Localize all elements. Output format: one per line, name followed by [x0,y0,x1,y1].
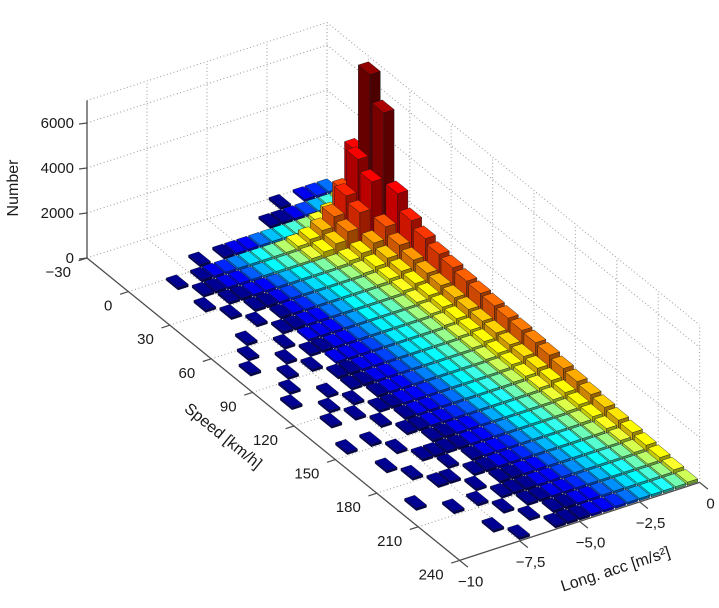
acc-axis-title: Long. acc [m/s²] [559,544,673,595]
speed-axis-tick-label: 150 [294,466,319,483]
acc-axis-tick-label: −7,5 [516,554,546,571]
acc-axis-tick-label: 0 [706,495,714,512]
z-axis-tick-label: 0 [66,250,74,267]
speed-axis-tick-label: 60 [179,365,196,382]
speed-axis-tick [244,391,253,396]
z-axis-tick-label: 6000 [41,115,74,132]
speed-axis-tick [285,425,295,430]
acc-axis-tick [459,559,469,568]
acc-axis-tick-label: −5,0 [576,534,606,551]
tick-marks [78,122,709,568]
speed-axis-tick [202,358,212,363]
wall-gridlines [86,21,701,483]
z-axis-title: Number [5,159,22,217]
acc-axis-tick [699,481,709,490]
z-axis-tick [78,122,88,125]
speed-axis-tick [119,291,129,295]
z-axis-tick [78,167,88,170]
speed-axis-tick [161,324,170,329]
speed-axis-tick-label: 240 [419,566,444,583]
speed-axis-tick-label: 210 [377,533,402,550]
speed-axis-tick [409,526,419,531]
speed-axis-tick-label: 90 [220,398,237,415]
speed-axis-tick-label: −30 [46,264,71,281]
acc-axis-tick-label: −10 [458,573,483,590]
z-axis-tick-label: 2000 [41,205,74,222]
acc-axis-tick-label: −2,5 [636,515,666,532]
speed-axis-line [86,257,461,561]
histogram-bars [166,61,698,540]
z-axis-tick-label: 4000 [41,160,74,177]
acc-axis-tick [639,501,649,510]
acc-axis-tick [579,520,589,529]
speed-axis-tick [451,559,460,564]
speed-axis-tick [368,492,377,497]
acc-axis-tick [519,540,529,549]
speed-axis-tick [78,257,88,262]
speed-axis-tick [326,459,336,463]
speed-axis-tick-label: 180 [336,499,361,516]
z-axis-tick [78,212,88,215]
speed-axis-tick-label: 0 [104,298,112,315]
speed-axis-tick-label: 30 [137,331,154,348]
speed-axis-tick-label: 120 [253,432,278,449]
